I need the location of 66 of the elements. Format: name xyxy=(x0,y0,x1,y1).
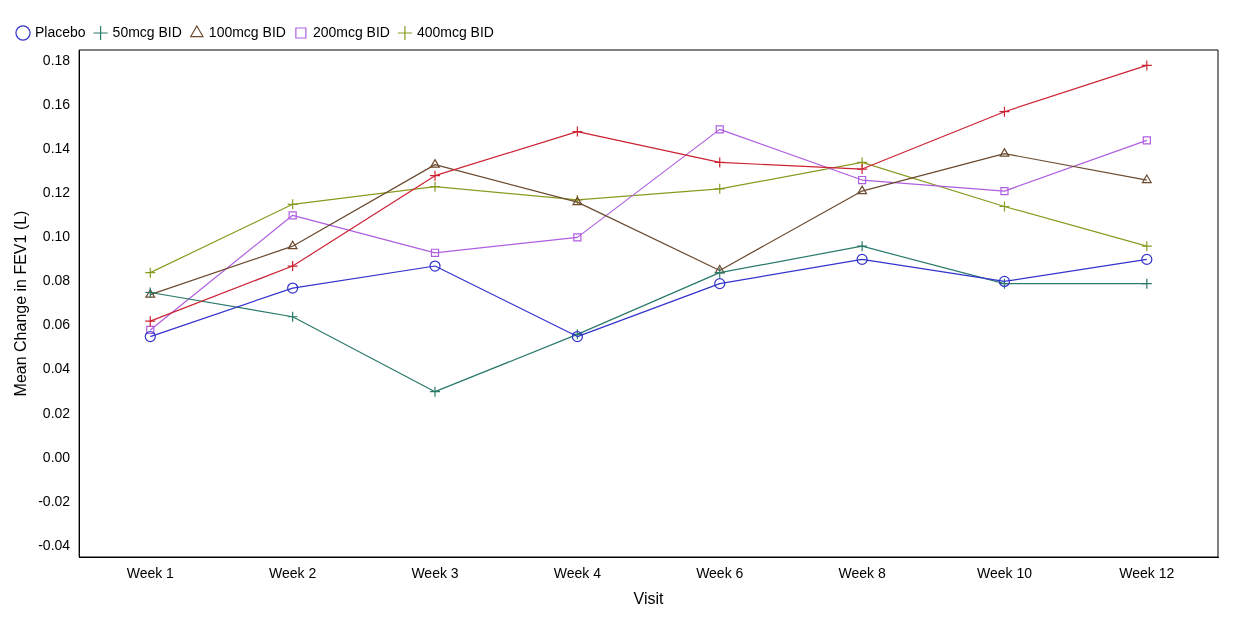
point xyxy=(144,315,156,327)
point xyxy=(573,233,582,242)
legend-label: 50mcg BID xyxy=(112,23,182,40)
point xyxy=(1141,278,1153,290)
point xyxy=(144,330,156,343)
y-tick-label: -0.02 xyxy=(38,492,71,509)
x-tick-label: Week 12 xyxy=(1119,565,1175,582)
point xyxy=(1000,186,1009,196)
x-tick-label: Week 10 xyxy=(976,565,1033,582)
point xyxy=(714,156,726,169)
point xyxy=(430,159,440,168)
point xyxy=(857,175,867,185)
point xyxy=(287,198,299,210)
x-tick-label: Week 4 xyxy=(553,565,602,582)
y-tick-label: -0.04 xyxy=(38,536,71,553)
point xyxy=(998,106,1011,118)
legend-label: Placebo xyxy=(35,23,86,40)
y-tick-label: 0.02 xyxy=(42,404,71,421)
y-tick-label: 0.16 xyxy=(42,95,71,112)
point xyxy=(430,248,440,257)
point xyxy=(999,148,1010,157)
point xyxy=(714,278,726,290)
x-tick-label: Week 2 xyxy=(269,565,317,582)
point xyxy=(429,386,441,398)
point xyxy=(1141,240,1153,252)
point xyxy=(714,264,725,274)
point xyxy=(998,200,1011,213)
x-axis-title: Visit xyxy=(633,589,665,607)
x-tick-label: Week 1 xyxy=(126,565,175,582)
y-axis-title: Mean Change in FEV1 (L) xyxy=(12,210,30,397)
point xyxy=(856,163,868,175)
point xyxy=(287,260,299,272)
y-tick-label: 0.14 xyxy=(42,140,71,157)
point xyxy=(146,325,155,335)
legend-label: 200mcg BID xyxy=(312,23,390,40)
point xyxy=(429,260,441,272)
point xyxy=(856,253,868,266)
point xyxy=(715,125,724,134)
y-tick-label: 0.10 xyxy=(42,228,71,245)
point xyxy=(287,240,298,250)
point xyxy=(288,211,297,220)
point xyxy=(1141,174,1152,184)
legend-label: 400mcg BID xyxy=(416,23,494,40)
legend-label: 100mcg BID xyxy=(208,23,286,40)
point xyxy=(856,240,868,252)
point xyxy=(429,170,441,182)
y-tick-label: 0.00 xyxy=(42,448,71,465)
point xyxy=(1142,136,1151,145)
point xyxy=(1141,253,1153,266)
point xyxy=(144,267,156,279)
point xyxy=(287,311,299,323)
y-tick-label: 0.08 xyxy=(42,272,71,289)
y-tick-label: 0.06 xyxy=(42,316,71,333)
y-tick-label: 0.12 xyxy=(42,184,71,201)
x-tick-label: Week 6 xyxy=(696,565,744,582)
y-tick-label: 0.18 xyxy=(42,51,71,68)
point xyxy=(287,282,299,294)
point xyxy=(1141,59,1153,72)
point xyxy=(714,183,726,195)
x-tick-label: Week 8 xyxy=(838,565,886,582)
point xyxy=(571,125,583,138)
y-tick-label: 0.04 xyxy=(42,360,71,377)
x-tick-label: Week 3 xyxy=(411,565,459,582)
point xyxy=(857,185,868,195)
point xyxy=(429,181,441,193)
point xyxy=(714,267,726,279)
